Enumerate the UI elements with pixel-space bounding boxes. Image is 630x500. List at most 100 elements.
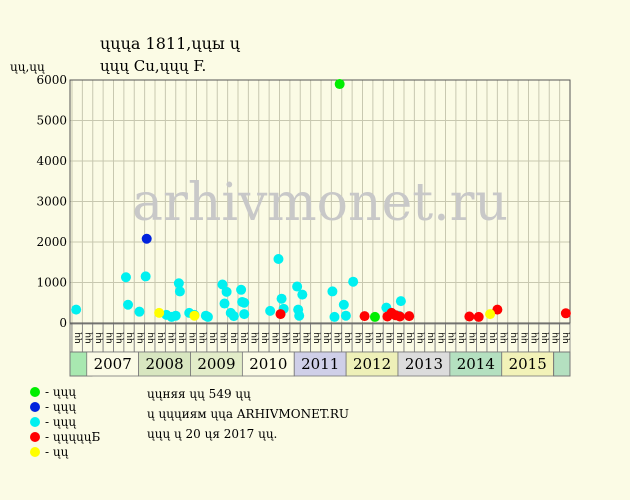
data-point bbox=[134, 306, 145, 317]
data-point bbox=[265, 305, 276, 316]
data-point bbox=[273, 254, 284, 265]
half-year-label: ųų bbox=[84, 332, 94, 344]
data-point bbox=[560, 308, 571, 319]
data-point bbox=[189, 310, 200, 321]
half-year-label: ųų bbox=[488, 332, 498, 344]
year-row-tail-cell bbox=[553, 351, 571, 377]
data-point bbox=[338, 299, 349, 310]
half-year-label: ųų bbox=[135, 332, 145, 344]
data-point bbox=[239, 297, 250, 308]
data-point bbox=[71, 304, 82, 315]
y-tick-label: 0 bbox=[59, 316, 67, 330]
data-point bbox=[395, 296, 406, 307]
year-label: 2015 bbox=[509, 355, 547, 373]
data-point bbox=[369, 311, 380, 322]
note-line: ųųняя ųų 549 ųų bbox=[147, 387, 251, 401]
year-label: 2011 bbox=[301, 355, 339, 373]
y-axis-label: ųų,ųų bbox=[10, 60, 45, 74]
data-point bbox=[276, 293, 287, 304]
half-year-label: ųų bbox=[364, 332, 374, 344]
half-year-label: ųų bbox=[530, 332, 540, 344]
legend-label: - ųųų bbox=[45, 414, 77, 429]
data-point bbox=[141, 233, 152, 244]
legend-swatch bbox=[30, 386, 40, 397]
half-year-label: ųų bbox=[156, 332, 166, 344]
half-year-label: ųų bbox=[436, 332, 446, 344]
data-point bbox=[329, 311, 340, 322]
data-point bbox=[120, 272, 131, 283]
year-cell bbox=[190, 351, 243, 377]
half-year-label: ųų bbox=[301, 332, 311, 344]
data-point bbox=[275, 309, 286, 320]
data-point bbox=[228, 311, 239, 322]
half-year-label: ųų bbox=[395, 332, 405, 344]
data-point bbox=[340, 310, 351, 321]
half-year-label: ųų bbox=[322, 332, 332, 344]
legend: - ųųų - ųųų - ųųų - ųųųųųБ - ųų bbox=[30, 384, 100, 459]
year-label: 2013 bbox=[405, 355, 443, 373]
data-point bbox=[292, 281, 303, 292]
half-year-label: ųų bbox=[187, 332, 197, 344]
half-year-label: ųų bbox=[146, 332, 156, 344]
half-year-label: ųų bbox=[73, 332, 83, 344]
year-cell bbox=[138, 351, 191, 377]
y-tick-label: 2000 bbox=[36, 235, 67, 249]
half-year-label: ųų bbox=[353, 332, 363, 344]
y-tick-label: 6000 bbox=[36, 73, 67, 87]
year-cell bbox=[397, 351, 451, 377]
half-year-label: ųų bbox=[405, 332, 415, 344]
data-point bbox=[236, 284, 247, 295]
legend-entry: - ųųų bbox=[30, 399, 100, 414]
half-year-label: ųų bbox=[229, 332, 239, 344]
year-label: 2014 bbox=[457, 355, 495, 373]
half-year-label: ųų bbox=[561, 332, 571, 344]
data-point bbox=[174, 286, 185, 297]
data-point bbox=[485, 309, 496, 320]
note-line: ų ųųųиям ųųа ARHIVMONET.RU bbox=[147, 407, 350, 421]
half-year-label: ųų bbox=[550, 332, 560, 344]
half-year-label: ųų bbox=[478, 332, 488, 344]
half-year-label: ųų bbox=[94, 332, 104, 344]
half-year-label: ųų bbox=[291, 332, 301, 344]
chart-title-line-1: ųųųа 1811,ųųы ų bbox=[100, 34, 241, 53]
legend-swatch bbox=[30, 431, 40, 442]
half-year-label: ųų bbox=[343, 332, 353, 344]
year-cell bbox=[86, 351, 140, 377]
half-year-label: ųų bbox=[540, 332, 550, 344]
half-year-label: ųų bbox=[167, 332, 177, 344]
legend-entry: - ųų bbox=[30, 444, 100, 459]
legend-swatch bbox=[30, 401, 40, 412]
legend-label: - ųųų bbox=[45, 384, 77, 399]
scatter-chart: 0 1000 2000 3000 4000 5000 6000 arhivmonet.ru ųų… bbox=[36, 73, 571, 377]
data-point bbox=[173, 278, 184, 289]
data-point bbox=[492, 304, 503, 315]
year-label: 2010 bbox=[249, 355, 287, 373]
half-year-label: ųų bbox=[198, 332, 208, 344]
data-point bbox=[359, 311, 370, 322]
year-label: 2007 bbox=[94, 355, 132, 373]
year-label: 2009 bbox=[197, 355, 235, 373]
data-point bbox=[170, 310, 181, 321]
half-year-label: ųų bbox=[177, 332, 187, 344]
legend-entry: - ųųų bbox=[30, 414, 100, 429]
half-year-label: ųų bbox=[115, 332, 125, 344]
notes: ųųняя ųų 549 ųų ų ųųųиям ųųа ARHIVMONET.… bbox=[147, 384, 349, 444]
half-year-label: ųų bbox=[416, 332, 426, 344]
half-year-label: ųų bbox=[125, 332, 135, 344]
data-point bbox=[404, 311, 415, 322]
data-point bbox=[217, 279, 228, 290]
y-tick-label: 5000 bbox=[36, 114, 67, 128]
half-year-label: ųų bbox=[426, 332, 436, 344]
half-year-label: ųų bbox=[509, 332, 519, 344]
y-tick-label: 1000 bbox=[36, 276, 67, 290]
data-point bbox=[140, 271, 151, 282]
legend-entry: - ųųų bbox=[30, 384, 100, 399]
legend-label: - ųų bbox=[45, 444, 69, 459]
data-point bbox=[394, 311, 405, 322]
half-year-label: ųų bbox=[260, 332, 270, 344]
plot-frame bbox=[69, 79, 571, 324]
legend-swatch bbox=[30, 416, 40, 427]
legend-swatch bbox=[30, 446, 40, 457]
year-cell bbox=[501, 351, 555, 377]
data-point bbox=[202, 311, 213, 322]
